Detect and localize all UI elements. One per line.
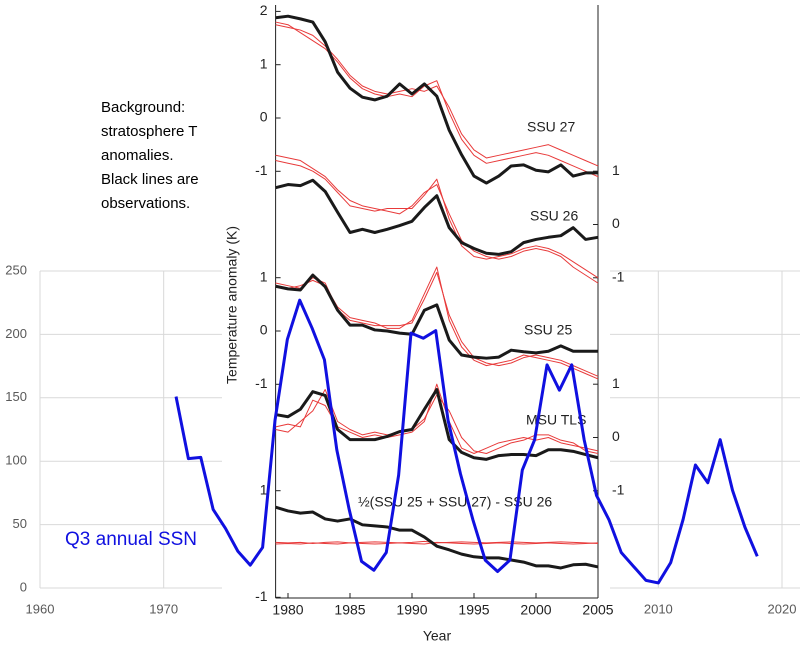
legend-label: Q3 annual SSN xyxy=(65,529,197,550)
x-tick-label: 2000 xyxy=(520,602,551,618)
x-tick-label: 1990 xyxy=(396,602,427,618)
observation-line xyxy=(275,178,599,256)
y-tick-label: -1 xyxy=(255,375,268,391)
y-tick-label: 0 xyxy=(612,215,620,231)
y-tick-label: -1 xyxy=(255,588,268,604)
y-tick-label: 2 xyxy=(260,2,268,18)
y-tick-label: 50 xyxy=(13,516,27,531)
y-tick-label: 1 xyxy=(260,481,268,497)
model-line xyxy=(275,154,599,284)
panel-label: MSU TLS xyxy=(526,412,586,428)
y-tick-label: 1 xyxy=(260,55,268,71)
observation-line xyxy=(275,388,599,461)
ssn-line xyxy=(174,298,759,585)
observation-line xyxy=(275,505,599,570)
x-tick-label: 2005 xyxy=(582,602,613,618)
annotation: anomalies. xyxy=(101,147,174,164)
annotation: observations. xyxy=(101,195,190,212)
panel-label: ½(SSU 25 + SSU 27) - SSU 26 xyxy=(358,494,552,510)
panel-label: SSU 25 xyxy=(524,322,572,338)
x-tick-label: 1985 xyxy=(334,602,365,618)
y-tick-label: 0 xyxy=(260,109,268,125)
model-line xyxy=(275,541,599,545)
y-axis-label: Temperature anomaly (K) xyxy=(224,226,240,384)
ssn-layer: Q3 annual SSN xyxy=(65,298,759,585)
panel-label: SSU 26 xyxy=(530,208,578,224)
y-tick-label: 1 xyxy=(612,375,620,391)
x-tick-label: 1960 xyxy=(26,601,55,616)
y-tick-label: 100 xyxy=(5,453,27,468)
x-tick-label: 2020 xyxy=(768,601,797,616)
x-axis-label: Year xyxy=(423,628,452,644)
y-tick-label: 0 xyxy=(612,428,620,444)
y-tick-label: 200 xyxy=(5,326,27,341)
annotation: Black lines are xyxy=(101,171,199,188)
y-tick-label: 0 xyxy=(20,579,27,594)
panel-label: SSU 27 xyxy=(527,119,575,135)
y-tick-label: 1 xyxy=(612,162,620,178)
y-tick-label: -1 xyxy=(612,482,625,498)
observation-line xyxy=(275,14,598,185)
annotation: stratosphere T xyxy=(101,123,197,140)
x-tick-label: 1970 xyxy=(149,601,178,616)
model-line xyxy=(275,540,599,544)
model-line xyxy=(275,383,599,454)
x-tick-label: 1980 xyxy=(272,602,303,618)
y-tick-label: 0 xyxy=(260,322,268,338)
x-tick-label: 1995 xyxy=(458,602,489,618)
y-tick-label: 150 xyxy=(5,389,27,404)
y-tick-label: 250 xyxy=(5,262,27,277)
temperature-figure: 1980 1985 1990 1995 2000 2005YearTemperature … xyxy=(224,2,625,644)
y-tick-label: 1 xyxy=(260,268,268,284)
y-tick-label: -1 xyxy=(612,269,625,285)
x-tick-label: 2010 xyxy=(644,601,673,616)
y-tick-label: -1 xyxy=(255,162,268,178)
annotation: Background: xyxy=(101,99,185,116)
observation-line xyxy=(275,273,598,360)
model-line xyxy=(275,160,599,279)
